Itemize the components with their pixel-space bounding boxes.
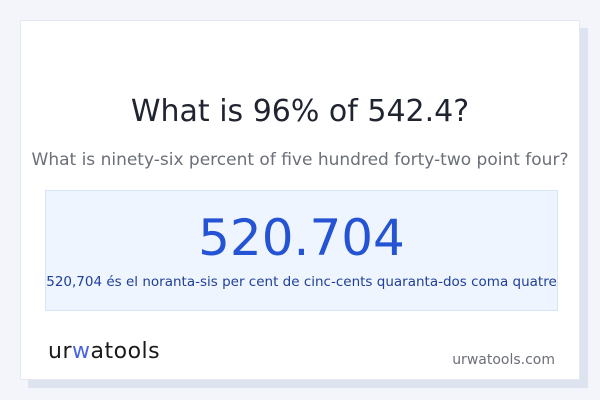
logo: urwatools [48,339,160,364]
answer-box: 520.704 520,704 és el noranta-sis per ce… [45,190,558,311]
site-url: urwatools.com [452,352,555,368]
page-title: What is 96% of 542.4? [130,94,470,129]
subtitle: What is ninety-six percent of five hundr… [31,150,569,170]
answer-value: 520.704 [198,209,405,267]
logo-part: atools [90,339,161,364]
logo-accent: w [72,339,91,364]
answer-words: 520,704 és el noranta-sis per cent de ci… [46,274,557,290]
result-card: What is 96% of 542.4? What is ninety-six… [20,20,580,380]
logo-part: ur [48,339,72,364]
